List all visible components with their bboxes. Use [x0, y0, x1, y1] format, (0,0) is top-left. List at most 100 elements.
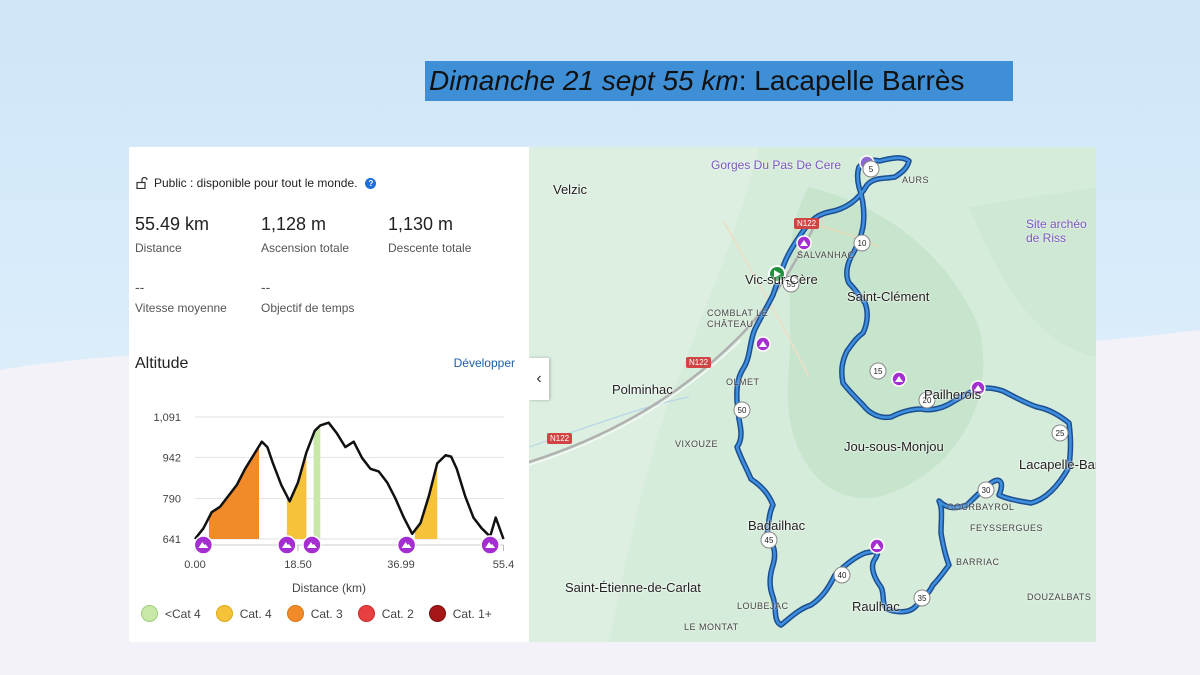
village-courbayrol: COURBAYROL [947, 502, 1015, 512]
village-olmet: OLMET [726, 377, 760, 387]
climb-marker-icon [480, 535, 500, 555]
altitude-x-axis: 0.00 18.50 36.99 55.4 [184, 544, 514, 571]
km-marker: 35 [913, 589, 931, 607]
km-markers: 5 10 15 20 25 30 35 40 45 50 55 [733, 160, 1069, 607]
legend-item: Cat. 1+ [428, 605, 492, 622]
legend-swatch [286, 605, 304, 622]
poi-gorges[interactable]: Gorges Du Pas De Cere [711, 158, 842, 172]
route-map[interactable]: 5 10 15 20 25 30 35 40 45 50 55 Gorges Du Pas De C… [529, 147, 1096, 642]
km-marker-circle [869, 362, 887, 380]
km-marker: 40 [833, 566, 851, 584]
climb-areas [208, 425, 438, 539]
climb-marker-icon [193, 535, 214, 555]
altitude-line-layer [194, 421, 505, 540]
x-tick-label: 18.50 [284, 559, 312, 571]
village-salvanhac: SALVANHAC [797, 250, 855, 260]
legend-swatch [357, 605, 375, 622]
x-axis-label: Distance (km) [291, 581, 366, 595]
village-vixouze: VIXOUZE [675, 439, 719, 449]
climb-markers [193, 535, 500, 555]
km-marker-circle [977, 481, 995, 499]
stat-avg-speed-label: Vitesse moyenne [135, 301, 227, 315]
stat-descent-label: Descente totale [388, 241, 472, 255]
town-vic-sur-cere: Vic-sur-Cère [745, 272, 818, 287]
km-marker-label: 55 [787, 280, 796, 289]
map-canvas[interactable]: 5 10 15 20 25 30 35 40 45 50 55 [529, 147, 1096, 642]
town-saint-etienne-de-carlat: Saint-Étienne-de-Carlat [565, 580, 701, 595]
km-marker: 15 [869, 362, 887, 380]
town-velzic: Velzic [553, 182, 587, 197]
route-stats-panel: Public : disponible pour tout le monde. … [129, 147, 529, 642]
expand-link[interactable]: Développer [453, 356, 515, 370]
mountain-icon [306, 542, 317, 548]
climb-pin-4[interactable] [970, 380, 986, 396]
road-n122-2: N122 [686, 357, 712, 368]
town-saint-clement: Saint-Clément [847, 289, 930, 304]
village-loubejac: LOUBEJAC [737, 601, 789, 611]
stat-time-goal-value: -- [261, 279, 271, 295]
legend-item: Cat. 2 [357, 605, 414, 622]
km-marker: 55 [782, 275, 800, 293]
town-polminhac: Polminhac [612, 382, 673, 397]
climb-legend: <Cat 4 Cat. 4 Cat. 3 Cat. 2 Cat. 1+ [141, 605, 507, 622]
stat-time-goal: -- Objectif de temps [261, 279, 354, 315]
legend-item: Cat. 3 [286, 605, 343, 622]
altitude-line [194, 421, 505, 540]
page-title: Dimanche 21 sept 55 km : Lacapelle Barrè… [425, 61, 1013, 101]
climb-marker-icon [277, 535, 297, 555]
km-marker-circle [782, 275, 800, 293]
km-marker: 30 [977, 481, 995, 499]
collapse-panel-button[interactable]: ‹ [529, 358, 549, 400]
altitude-chart: 1,091 942 790 641 0.00 18.50 36.99 55.4 [153, 412, 514, 571]
climb-pin-1[interactable] [796, 235, 812, 251]
km-marker-label: 10 [858, 239, 867, 248]
stat-time-goal-label: Objectif de temps [261, 301, 355, 315]
km-marker-circle [913, 589, 931, 607]
km-marker-label: 45 [765, 536, 774, 545]
village-comblat: COMBLAT LE CHÂTEAU [707, 308, 769, 329]
road-n122-1: N122 [794, 218, 820, 229]
km-marker: 10 [853, 234, 871, 252]
legend-label: Cat. 4 [239, 606, 272, 621]
legend-label: Cat. 1+ [452, 606, 492, 621]
mountain-icon [281, 542, 292, 548]
start-marker[interactable] [768, 265, 786, 283]
mountain-icon [401, 542, 412, 548]
legend-label: Cat. 2 [381, 606, 414, 621]
town-jou-sous-monjou: Jou-sous-Monjou [844, 439, 944, 454]
km-marker-circle [733, 401, 751, 419]
km-marker: 5 [862, 160, 880, 178]
legend-item: <Cat 4 [141, 605, 201, 622]
help-icon[interactable]: ? [365, 177, 377, 189]
title-place: : Lacapelle Barrès [738, 65, 965, 96]
mountain-icon [198, 542, 209, 548]
stat-distance-label: Distance [135, 241, 182, 255]
village-aurs: AURS [902, 175, 930, 185]
legend-item: Cat. 4 [215, 605, 272, 622]
climb-pin-5[interactable] [869, 538, 885, 554]
road-n122-3: N122 [547, 433, 573, 444]
km-marker-circle [918, 391, 936, 409]
km-marker-label: 20 [923, 396, 932, 405]
climb-pin-3[interactable] [891, 371, 907, 387]
stat-avg-speed-value: -- [135, 279, 145, 295]
x-tick-label: 55.4 [493, 559, 514, 571]
village-barriac: BARRIAC [956, 557, 1000, 567]
legend-swatch [428, 605, 446, 622]
climb-marker-icon [302, 535, 322, 555]
km-marker-label: 5 [869, 165, 874, 174]
km-marker-label: 50 [738, 406, 747, 415]
poi-site-archeo[interactable]: Site archéo de Riss [1026, 217, 1087, 245]
km-marker-circle [760, 531, 778, 549]
km-marker-circle [853, 234, 871, 252]
km-marker-circle [862, 160, 880, 178]
legend-label: <Cat 4 [165, 606, 201, 621]
stat-descent-value: 1,130 m [388, 214, 454, 234]
km-marker-label: 15 [874, 367, 883, 376]
town-lacapelle-barres: Lacapelle-Barrès [1019, 457, 1096, 472]
km-marker-label: 40 [838, 571, 847, 580]
climb-area [208, 446, 260, 539]
climb-pin-2[interactable] [755, 336, 771, 352]
km-marker-label: 30 [982, 486, 991, 495]
stat-ascent-label: Ascension totale [261, 241, 350, 255]
